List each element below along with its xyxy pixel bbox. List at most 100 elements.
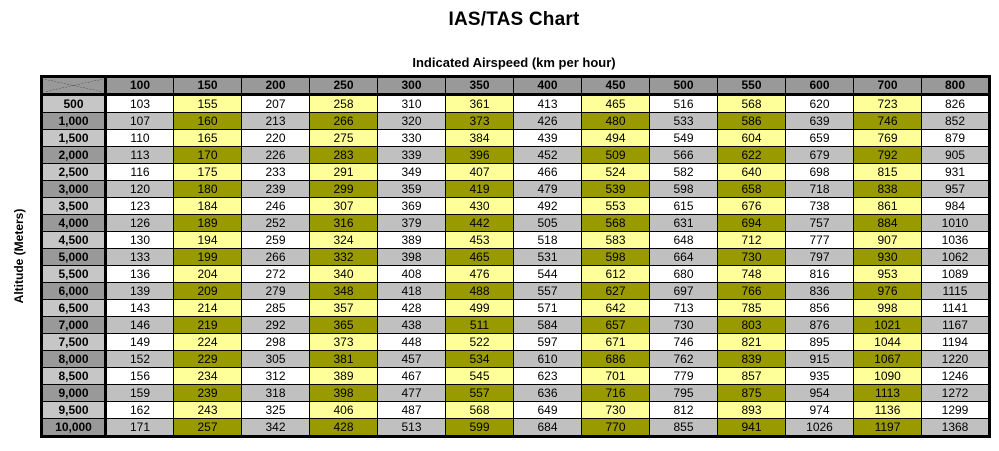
row-header-2500: 2,500 xyxy=(41,163,107,181)
cell-9000-400: 636 xyxy=(513,384,582,402)
cell-1000-250: 266 xyxy=(309,112,378,130)
cell-3500-350: 430 xyxy=(445,197,514,215)
cell-500-450: 465 xyxy=(581,94,650,113)
cell-8000-550: 839 xyxy=(717,350,786,368)
table-row-5500: 5,500 136 204 272 340 408 476 544 612 680 748 816 95… xyxy=(41,265,990,283)
cell-7000-150: 219 xyxy=(173,316,242,334)
cell-2000-800: 905 xyxy=(921,146,990,164)
cell-5000-300: 398 xyxy=(377,248,446,266)
cell-4000-700: 884 xyxy=(853,214,922,232)
cell-500-350: 361 xyxy=(445,94,514,113)
cell-4000-350: 442 xyxy=(445,214,514,232)
cell-3500-800: 984 xyxy=(921,197,990,215)
cell-10000-450: 770 xyxy=(581,418,650,437)
cell-2000-500: 566 xyxy=(649,146,718,164)
cell-10000-200: 342 xyxy=(241,418,310,437)
cell-9500-250: 406 xyxy=(309,401,378,419)
cell-3000-550: 658 xyxy=(717,180,786,198)
cell-5500-200: 272 xyxy=(241,265,310,283)
table-row-2500: 2,500 116 175 233 291 349 407 466 524 582 640 698 81… xyxy=(41,163,990,181)
cell-10000-550: 941 xyxy=(717,418,786,437)
cell-5000-800: 1062 xyxy=(921,248,990,266)
table-row-6000: 6,000 139 209 279 348 418 488 557 627 697 766 836 97… xyxy=(41,282,990,300)
cell-5500-550: 748 xyxy=(717,265,786,283)
cell-1500-800: 879 xyxy=(921,129,990,147)
cell-7500-550: 821 xyxy=(717,333,786,351)
cell-7000-100: 146 xyxy=(105,316,174,334)
col-header-600: 600 xyxy=(785,76,854,96)
cell-500-400: 413 xyxy=(513,94,582,113)
cell-500-800: 826 xyxy=(921,94,990,113)
col-header-300: 300 xyxy=(377,76,446,96)
cell-10000-150: 257 xyxy=(173,418,242,437)
cell-5000-150: 199 xyxy=(173,248,242,266)
cell-9500-400: 649 xyxy=(513,401,582,419)
cell-6500-100: 143 xyxy=(105,299,174,317)
cell-5500-700: 953 xyxy=(853,265,922,283)
cell-5000-250: 332 xyxy=(309,248,378,266)
cell-3000-350: 419 xyxy=(445,180,514,198)
cell-8000-350: 534 xyxy=(445,350,514,368)
cell-500-150: 155 xyxy=(173,94,242,113)
row-header-5500: 5,500 xyxy=(41,265,107,283)
cell-6500-600: 856 xyxy=(785,299,854,317)
col-header-450: 450 xyxy=(581,76,650,96)
cell-1500-200: 220 xyxy=(241,129,310,147)
cell-6000-550: 766 xyxy=(717,282,786,300)
cell-6000-250: 348 xyxy=(309,282,378,300)
cell-7000-450: 657 xyxy=(581,316,650,334)
col-header-150: 150 xyxy=(173,76,242,96)
cell-500-100: 103 xyxy=(105,94,174,113)
row-header-3000: 3,000 xyxy=(41,180,107,198)
cell-5500-250: 340 xyxy=(309,265,378,283)
cell-6000-350: 488 xyxy=(445,282,514,300)
cell-1000-100: 107 xyxy=(105,112,174,130)
cell-1500-600: 659 xyxy=(785,129,854,147)
cell-7000-800: 1167 xyxy=(921,316,990,334)
cell-2500-700: 815 xyxy=(853,163,922,181)
cell-3000-200: 239 xyxy=(241,180,310,198)
cell-6500-350: 499 xyxy=(445,299,514,317)
col-header-700: 700 xyxy=(853,76,922,96)
row-header-6000: 6,000 xyxy=(41,282,107,300)
cell-3500-500: 615 xyxy=(649,197,718,215)
cell-2500-450: 524 xyxy=(581,163,650,181)
cell-8500-700: 1090 xyxy=(853,367,922,385)
cell-6000-700: 976 xyxy=(853,282,922,300)
cell-9000-100: 159 xyxy=(105,384,174,402)
cell-7000-250: 365 xyxy=(309,316,378,334)
ias-tas-table: 100 150 200 250 300 350 400 450 500 550 600 700 800 … xyxy=(40,75,991,438)
cell-3000-450: 539 xyxy=(581,180,650,198)
cell-9500-350: 568 xyxy=(445,401,514,419)
x-axis-label: Indicated Airspeed (km per hour) xyxy=(412,55,616,70)
row-header-3500: 3,500 xyxy=(41,197,107,215)
cell-8500-250: 389 xyxy=(309,367,378,385)
row-header-500: 500 xyxy=(41,94,107,113)
cell-1000-200: 213 xyxy=(241,112,310,130)
cell-9500-150: 243 xyxy=(173,401,242,419)
cell-4500-150: 194 xyxy=(173,231,242,249)
cell-6000-100: 139 xyxy=(105,282,174,300)
cell-1000-300: 320 xyxy=(377,112,446,130)
cell-3500-600: 738 xyxy=(785,197,854,215)
table-row-10000: 10,000 171 257 342 428 513 599 684 770 855 941 1026… xyxy=(41,418,990,437)
cell-5500-800: 1089 xyxy=(921,265,990,283)
cell-500-600: 620 xyxy=(785,94,854,113)
col-header-400: 400 xyxy=(513,76,582,96)
cell-10000-600: 1026 xyxy=(785,418,854,437)
cell-7500-700: 1044 xyxy=(853,333,922,351)
cell-7000-400: 584 xyxy=(513,316,582,334)
cell-2000-400: 452 xyxy=(513,146,582,164)
cell-7000-300: 438 xyxy=(377,316,446,334)
cell-7000-200: 292 xyxy=(241,316,310,334)
cell-2500-600: 698 xyxy=(785,163,854,181)
cell-4500-600: 777 xyxy=(785,231,854,249)
table-row-3500: 3,500 123 184 246 307 369 430 492 553 615 676 738 86… xyxy=(41,197,990,215)
cell-9000-450: 716 xyxy=(581,384,650,402)
cell-5500-600: 816 xyxy=(785,265,854,283)
cell-2500-150: 175 xyxy=(173,163,242,181)
cell-10000-800: 1368 xyxy=(921,418,990,437)
cell-5000-400: 531 xyxy=(513,248,582,266)
cell-7500-500: 746 xyxy=(649,333,718,351)
cell-2500-800: 931 xyxy=(921,163,990,181)
